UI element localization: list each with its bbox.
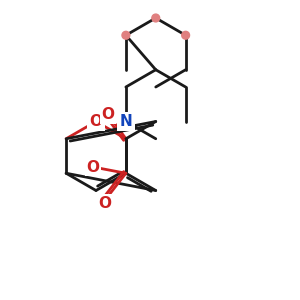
Circle shape bbox=[182, 32, 190, 39]
Text: O: O bbox=[98, 196, 111, 211]
Text: O: O bbox=[89, 114, 103, 129]
Circle shape bbox=[152, 14, 160, 22]
Text: O: O bbox=[101, 107, 114, 122]
Text: O: O bbox=[86, 160, 99, 175]
Circle shape bbox=[122, 32, 130, 39]
Text: N: N bbox=[119, 114, 132, 129]
